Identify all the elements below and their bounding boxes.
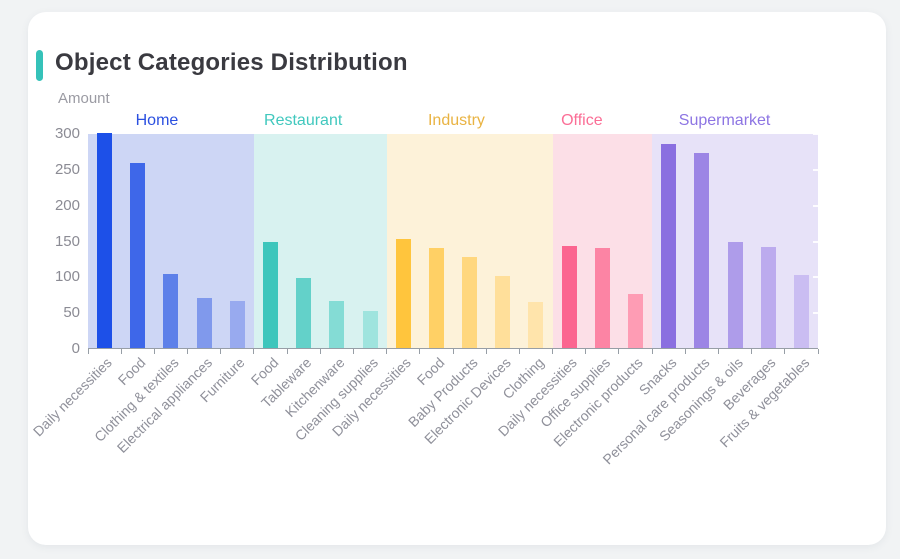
x-axis-tick: [419, 349, 421, 354]
x-axis-tick: [153, 349, 155, 354]
slot-industry-daily-necessities: Daily necessities: [329, 134, 421, 439]
group-label-restaurant: Restaurant: [264, 112, 343, 129]
y-tick-label-300: 300: [54, 125, 80, 142]
x-axis-tick: [651, 349, 653, 354]
y-tick-label-200: 200: [54, 196, 80, 214]
slot-restaurant-food: Food: [247, 134, 288, 388]
group-labels-row: Home Restaurant Industry Office Supermarket: [88, 108, 818, 134]
x-axis-tick: [120, 349, 122, 354]
x-axis-tick: [187, 349, 189, 354]
x-axis-tick: [319, 349, 321, 354]
bar-restaurant-food[interactable]: [263, 241, 278, 348]
right-axis-tick: [813, 276, 818, 279]
group-label-home: Home: [135, 112, 179, 129]
right-axis-tick: [813, 168, 818, 171]
slot-supermarket-snacks: Snacks: [636, 134, 686, 398]
slot-restaurant-cleaning-supplies: Cleaning supplies: [291, 134, 388, 444]
x-axis-tick: [751, 349, 753, 354]
y-axis-name: Amount: [58, 90, 110, 107]
bar-office-daily-necessities[interactable]: [561, 245, 577, 348]
group-label-supermarket: Supermarket: [678, 112, 771, 129]
bar-supermarket-beverages[interactable]: [760, 247, 776, 348]
x-axis-tick: [485, 349, 487, 354]
slot-industry-clothing: Clothing: [499, 134, 554, 402]
bar-home-furniture[interactable]: [229, 301, 245, 348]
slot-office-electronic-products: Electronic products: [551, 134, 653, 450]
bar-office-electronic-products[interactable]: [628, 294, 644, 348]
bar-chart: Home Restaurant Industry Office Supermarket …: [30, 108, 819, 528]
bar-home-food[interactable]: [130, 163, 146, 348]
y-tick-label-150: 150: [54, 232, 80, 250]
x-axis-tick: [585, 349, 587, 354]
x-axis-tick: [286, 349, 288, 354]
title-accent-bar: [36, 50, 43, 81]
bar-home-daily-necessities[interactable]: [97, 133, 113, 348]
slot-home-electrical-appliances: Electrical appliances: [113, 134, 222, 456]
y-tick-label-100: 100: [54, 268, 80, 286]
slot-industry-food: Food: [413, 134, 454, 388]
right-axis-tick: [813, 240, 818, 243]
bar-industry-electronic-devices[interactable]: [495, 276, 511, 348]
x-axis-tick: [684, 349, 686, 354]
slot-industry-baby-products: Baby Products: [405, 134, 487, 430]
slot-home-clothing-textiles: Clothing & textiles: [91, 134, 189, 445]
bar-industry-food[interactable]: [428, 248, 444, 348]
slot-supermarket-seasonings-oils: Seasonings & oils: [656, 134, 753, 444]
bar-restaurant-cleaning-supplies[interactable]: [362, 310, 378, 348]
x-axis-tick: [717, 349, 719, 354]
bar-restaurant-kitchenware[interactable]: [329, 300, 345, 348]
bar-industry-clothing[interactable]: [528, 302, 544, 348]
band-industry: Daily necessities Food Baby Products Electr…: [329, 134, 554, 447]
bar-restaurant-tableware[interactable]: [296, 277, 312, 348]
slot-supermarket-personal-care-products: Personal care products: [599, 134, 719, 467]
slot-office-office-supplies: Office supplies: [537, 134, 620, 430]
x-axis-tick: [552, 349, 554, 354]
bar-industry-baby-products[interactable]: [462, 257, 478, 348]
band-restaurant: Food Tableware Kitchenware Cleaning supplie…: [247, 134, 388, 444]
x-axis-tick: [618, 349, 620, 354]
band-home: Daily necessities Food Clothing & textiles…: [30, 133, 255, 456]
x-axis-tick: [352, 349, 354, 354]
bar-supermarket-seasonings-oils[interactable]: [727, 241, 743, 348]
slot-industry-electronic-devices: Electronic Devices: [421, 134, 520, 447]
slot-office-daily-necessities: Daily necessities: [495, 134, 587, 439]
y-tick-label-0: 0: [71, 340, 80, 357]
right-axis-tick: [813, 312, 818, 315]
group-label-industry: Industry: [427, 112, 485, 129]
bar-office-office-supplies[interactable]: [594, 248, 610, 348]
bar-home-clothing-textiles[interactable]: [163, 274, 179, 348]
slot-restaurant-kitchenware: Kitchenware: [282, 134, 354, 420]
slot-home-daily-necessities: Daily necessities: [30, 133, 122, 439]
chart-card: Object Categories Distribution Amount Ho…: [28, 12, 886, 545]
y-tick-label-50: 50: [63, 304, 80, 322]
right-axis-tick: [813, 133, 818, 135]
y-tick-label-250: 250: [54, 160, 80, 178]
bar-home-electrical-appliances[interactable]: [196, 297, 212, 348]
plot-area: Daily necessities Food Clothing & textiles…: [30, 133, 819, 467]
slot-home-food: Food: [115, 134, 155, 388]
x-axis-tick: [88, 349, 89, 354]
x-axis-tick: [253, 349, 255, 354]
bar-supermarket-personal-care-products[interactable]: [694, 153, 710, 348]
x-axis-tick: [518, 349, 520, 354]
bar-supermarket-snacks[interactable]: [661, 143, 677, 348]
bar-supermarket-fruits-vegetables[interactable]: [793, 274, 809, 348]
x-axis-tick: [817, 349, 819, 354]
x-axis-tick: [452, 349, 454, 354]
slot-restaurant-tableware: Tableware: [258, 134, 321, 411]
slot-home-furniture: Furniture: [197, 134, 255, 405]
x-axis-tick: [220, 349, 222, 354]
x-axis-tick: [784, 349, 786, 354]
bar-industry-daily-necessities[interactable]: [395, 239, 411, 348]
page-title: Object Categories Distribution: [55, 49, 408, 76]
right-axis-tick: [813, 204, 818, 207]
band-supermarket: Snacks Personal care products Seasonings &…: [599, 134, 819, 467]
slot-supermarket-fruits-vegetables: Fruits & vegetables: [716, 134, 819, 450]
group-label-office: Office: [561, 112, 603, 129]
slot-supermarket-beverages: Beverages: [720, 134, 786, 413]
x-axis-tick: [386, 349, 388, 354]
band-office: Daily necessities Office supplies Electron…: [495, 134, 653, 450]
